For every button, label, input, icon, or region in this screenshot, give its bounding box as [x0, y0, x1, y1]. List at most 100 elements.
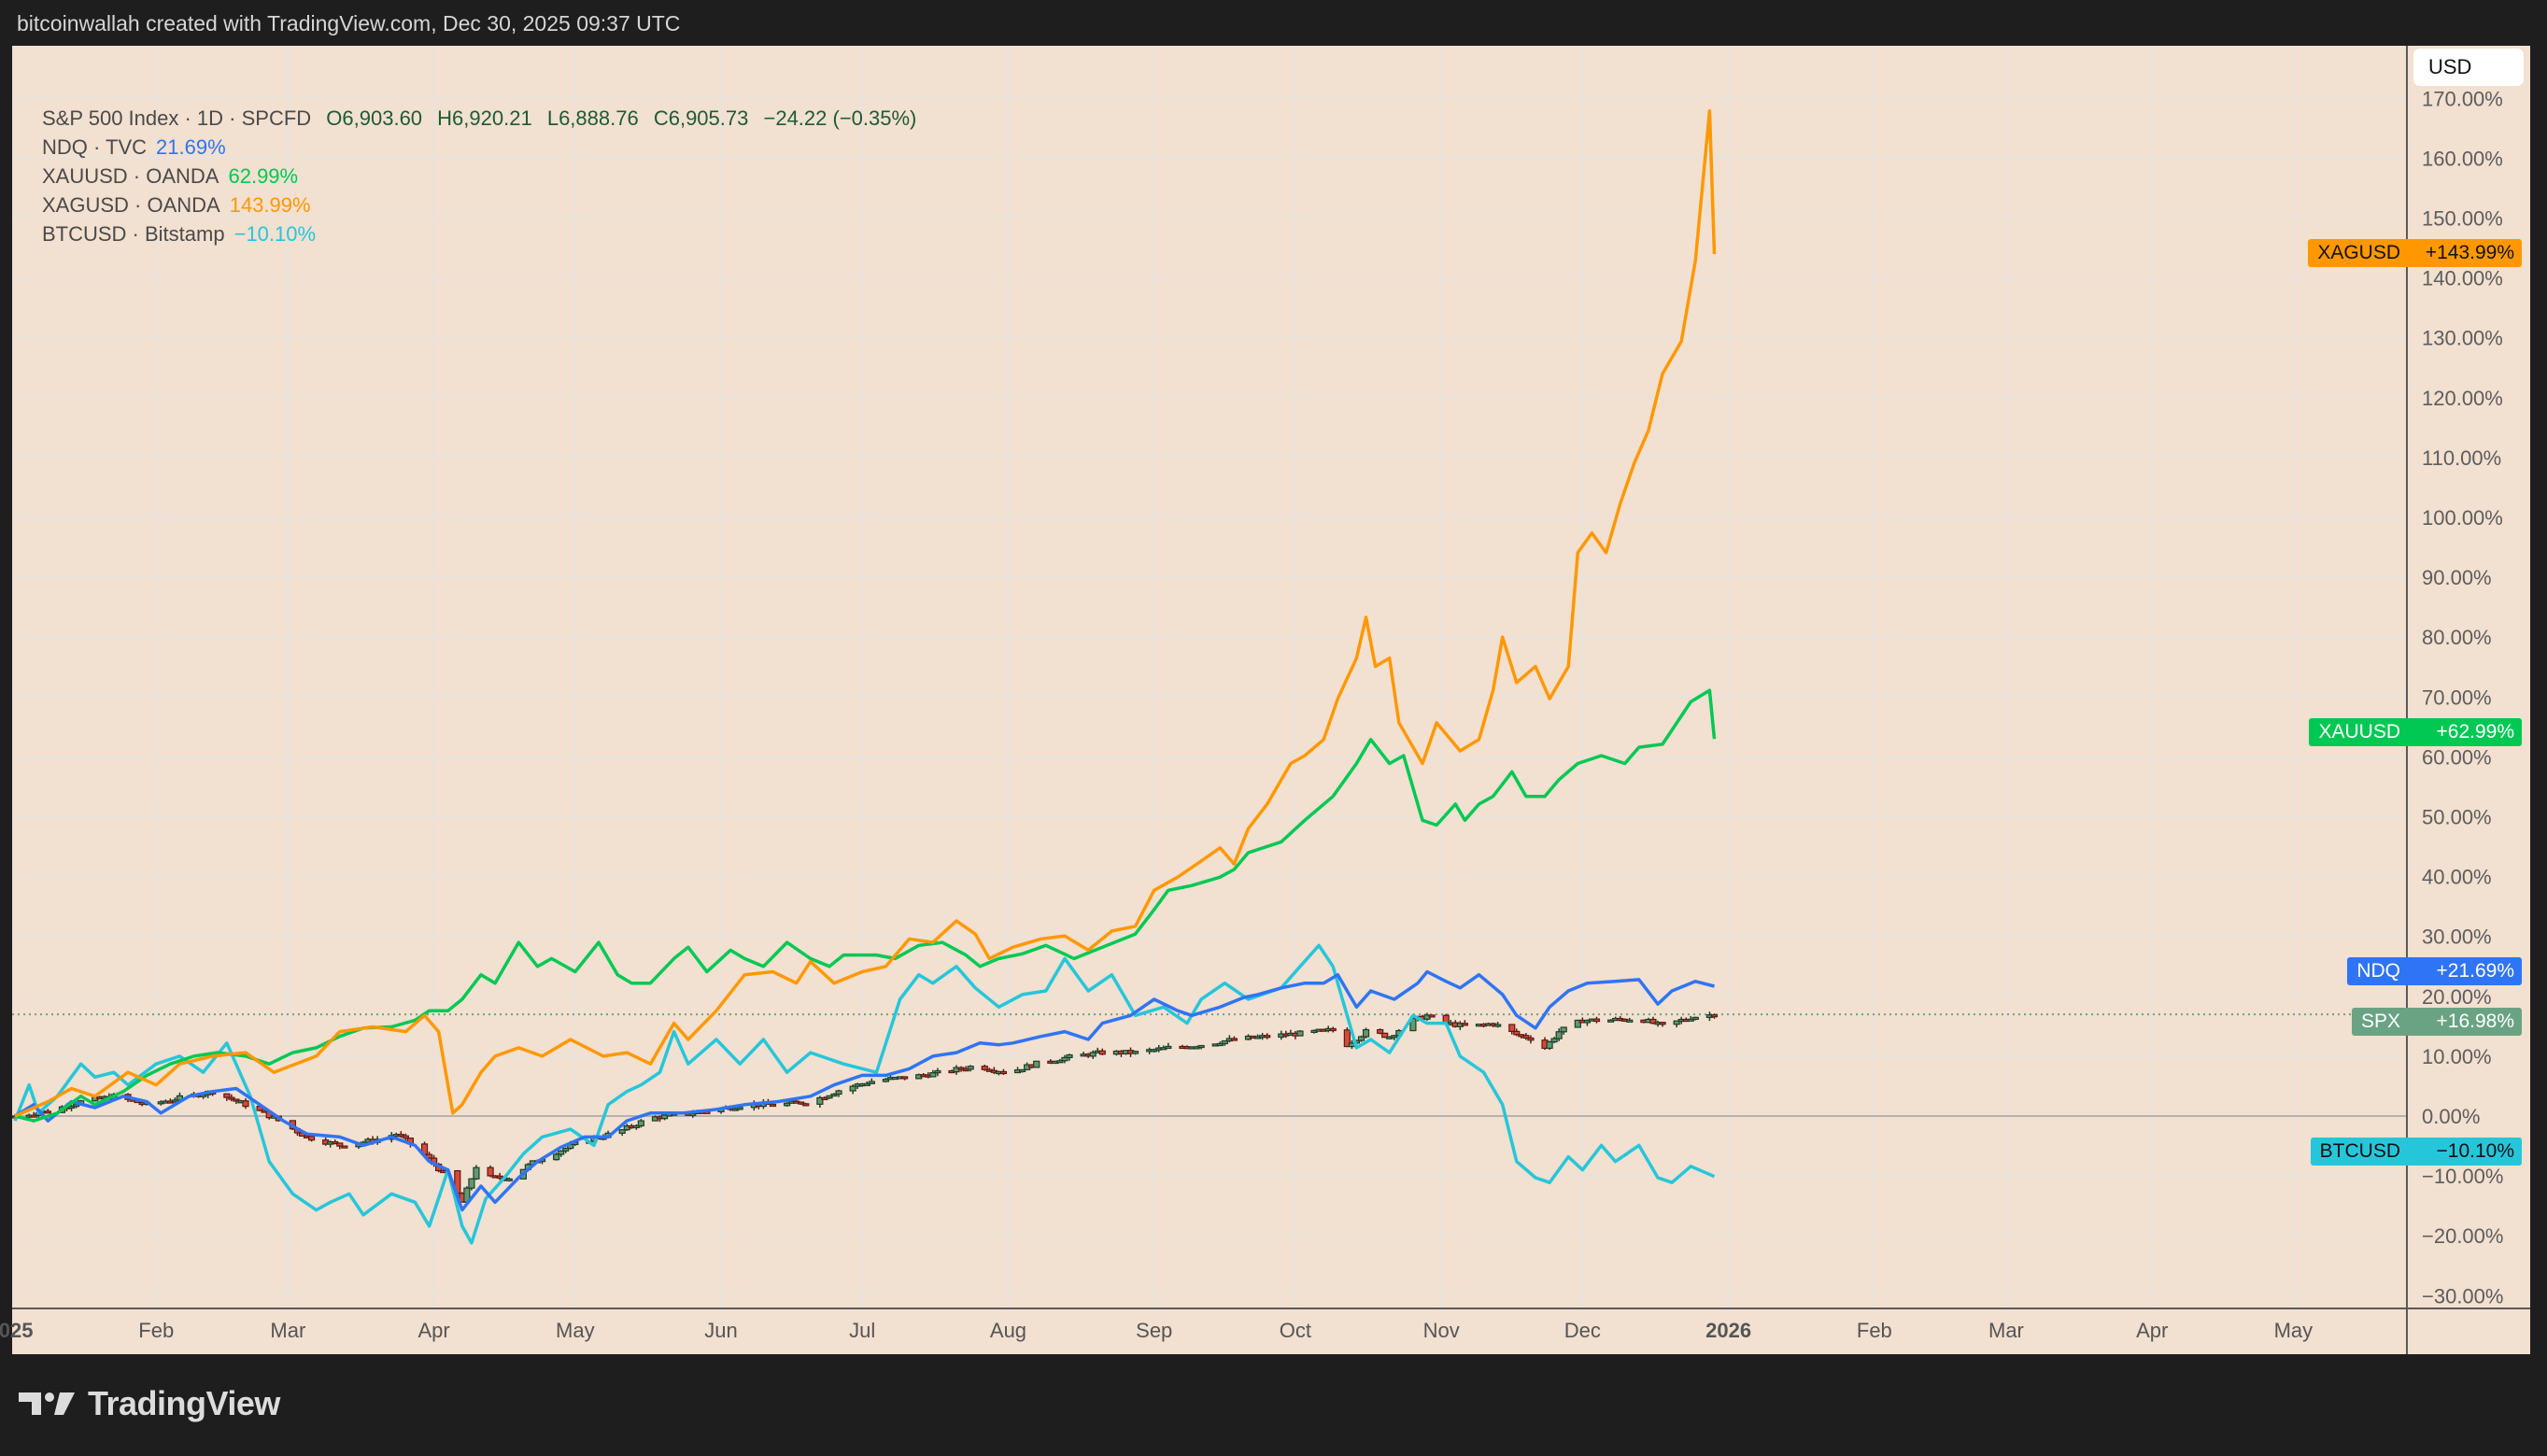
spx-candle	[1687, 1018, 1694, 1022]
spx-candle	[1550, 1038, 1558, 1043]
spx-candle	[468, 1178, 475, 1189]
spx-price-tag: SPX +16.98%	[2351, 1008, 2522, 1036]
spx-candle	[1626, 1019, 1634, 1023]
chart-pane[interactable]: S&P 500 Index · 1D · SPCFD O6,903.60 H6,…	[12, 46, 2530, 1354]
x-tick-label: Aug	[990, 1319, 1026, 1342]
tag-value: +16.98%	[2436, 1011, 2515, 1032]
y-tick-label: 120.00%	[2422, 387, 2503, 410]
y-tick-label: 10.00%	[2422, 1045, 2492, 1068]
xagusd-price-tag: XAGUSD +143.99%	[2308, 239, 2522, 267]
y-tick-label: 110.00%	[2422, 446, 2501, 470]
spx-candle	[929, 1072, 937, 1078]
spx-candle	[1061, 1056, 1068, 1062]
spx-candle	[1151, 1049, 1158, 1053]
y-tick-label: 70.00%	[2422, 686, 2492, 709]
legend-row-btcusd[interactable]: BTCUSD · Bitstamp −10.10%	[42, 219, 926, 248]
tag-value: −10.10%	[2436, 1140, 2515, 1162]
xauusd-line[interactable]	[14, 688, 1717, 1123]
spx-candle	[637, 1120, 644, 1127]
spx-candle	[487, 1166, 494, 1177]
x-tick-label: Dec	[1564, 1319, 1601, 1342]
btcusd-line[interactable]	[13, 943, 1716, 1245]
x-tick-label: Nov	[1423, 1319, 1460, 1342]
x-tick-label: Feb	[138, 1319, 174, 1342]
spx-candle	[769, 1103, 777, 1108]
spx-candle	[1056, 1060, 1064, 1064]
spx-candle	[1230, 1038, 1238, 1041]
spx-candle	[1377, 1028, 1384, 1034]
spx-candle	[1606, 1019, 1615, 1023]
spx-candle	[967, 1066, 974, 1070]
legend-row-xagusd[interactable]: XAGUSD · OANDA 143.99%	[42, 191, 926, 219]
tag-symbol: XAUUSD	[2318, 721, 2400, 742]
legend-main-row[interactable]: S&P 500 Index · 1D · SPCFD O6,903.60 H6,…	[42, 104, 926, 133]
legend-symbol: NDQ · TVC	[42, 135, 148, 159]
spx-candle	[1197, 1044, 1205, 1049]
y-tick-label: 140.00%	[2422, 267, 2503, 290]
spx-candle	[562, 1147, 570, 1152]
legend-symbol: XAUUSD · OANDA	[42, 164, 219, 188]
ndq-price-tag: NDQ +21.69%	[2347, 957, 2522, 985]
y-tick-label: 80.00%	[2422, 626, 2492, 649]
spx-candle	[233, 1098, 240, 1102]
spx-candle	[1033, 1060, 1040, 1068]
spx-candle	[473, 1166, 480, 1180]
spx-candle	[1131, 1051, 1139, 1054]
spx-candle	[1649, 1018, 1657, 1025]
xagusd-line[interactable]	[14, 109, 1717, 1118]
legend-row-xauusd[interactable]: XAUUSD · OANDA 62.99%	[42, 162, 926, 191]
x-tick-label: Mar	[1988, 1319, 2024, 1342]
spx-candle	[1522, 1035, 1530, 1039]
x-tick-label: Feb	[1857, 1319, 1892, 1342]
spx-candle	[868, 1081, 875, 1084]
spx-candle	[802, 1103, 810, 1107]
legend-symbol: BTCUSD · Bitstamp	[42, 222, 225, 246]
spx-candle	[1691, 1016, 1699, 1020]
spx-candle	[171, 1099, 178, 1103]
legend-row-ndq[interactable]: NDQ · TVC 21.69%	[42, 133, 926, 162]
legend: S&P 500 Index · 1D · SPCFD O6,903.60 H6,…	[42, 104, 926, 248]
tradingview-wordmark: TradingView	[88, 1384, 280, 1422]
spx-candle	[1555, 1031, 1563, 1039]
spx-candle	[1574, 1019, 1581, 1028]
spx-candle	[1513, 1030, 1521, 1036]
spx-candle	[1710, 1014, 1719, 1018]
y-tick-label: 100.00%	[2422, 506, 2503, 530]
x-tick-label: May	[556, 1319, 595, 1342]
y-tick-label: 160.00%	[2422, 147, 2503, 170]
tag-symbol: BTCUSD	[2319, 1140, 2400, 1162]
spx-candle	[830, 1093, 838, 1097]
spx-candle	[1066, 1053, 1073, 1059]
spx-candle	[821, 1096, 828, 1101]
tradingview-logo[interactable]: TradingView	[19, 1384, 280, 1423]
spx-candle	[1165, 1045, 1172, 1050]
y-tick-label: 30.00%	[2422, 926, 2492, 949]
ndq-line[interactable]	[14, 969, 1715, 1212]
x-tick-label: Oct	[1280, 1319, 1311, 1342]
y-tick-label: −20.00%	[2422, 1224, 2503, 1248]
legend-value: 143.99%	[229, 193, 311, 217]
y-tick-label: 60.00%	[2422, 745, 2492, 769]
spx-candle	[1343, 1029, 1351, 1048]
tag-value: +62.99%	[2436, 721, 2515, 742]
tag-symbol: XAGUSD	[2317, 242, 2400, 263]
chart-caption: bitcoinwallah created with TradingView.c…	[17, 11, 681, 35]
spx-candle	[1508, 1024, 1516, 1033]
spx-candle	[1560, 1026, 1567, 1033]
spx-candle	[934, 1069, 941, 1074]
btcusd-price-tag: BTCUSD −10.10%	[2310, 1138, 2522, 1166]
spx-candle	[1659, 1022, 1666, 1025]
x-tick-label: Mar	[270, 1319, 305, 1342]
spx-candle	[1592, 1018, 1601, 1023]
currency-button[interactable]: USD	[2413, 49, 2524, 86]
spx-candle	[228, 1096, 235, 1100]
spx-candle	[1461, 1023, 1468, 1026]
spx-candle	[1391, 1035, 1398, 1039]
y-tick-label: 50.00%	[2422, 806, 2492, 829]
spx-candle	[44, 1110, 51, 1114]
spx-candle	[962, 1068, 969, 1072]
spx-candle	[558, 1150, 565, 1155]
y-tick-label: 90.00%	[2422, 566, 2492, 589]
spx-candle	[553, 1153, 560, 1161]
